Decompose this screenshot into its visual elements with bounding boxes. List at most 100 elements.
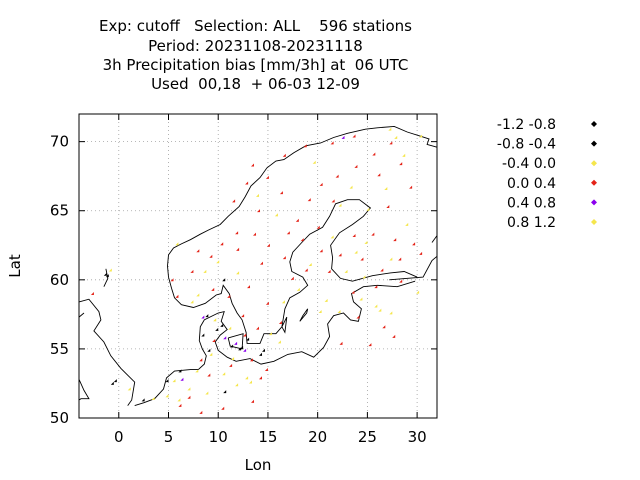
station-point-series-4 [201,315,205,319]
station-point-series-2 [344,269,348,273]
station-point-series-2 [151,397,155,401]
station-point-series-3 [327,269,331,273]
station-point-series-3 [220,242,224,246]
station-point-series-2 [195,369,199,373]
station-point-series-3 [259,376,263,380]
x-axis-label: Lon [245,456,272,474]
station-point-series-5 [277,340,281,344]
station-point-series-1 [105,274,109,278]
station-point-series-2 [187,387,191,391]
station-point-series-3 [245,181,249,185]
station-point-series-2 [274,213,278,217]
station-point-series-3 [229,363,233,367]
station-point-series-3 [319,182,323,186]
station-point-series-3 [253,232,257,236]
station-point-series-1 [178,369,182,373]
station-point-series-3 [264,368,268,372]
station-point-series-3 [331,199,335,203]
station-point-series-3 [232,199,236,203]
station-point-series-3 [265,301,269,305]
station-point-series-2 [127,387,131,391]
station-points [90,127,423,414]
station-point-series-3 [212,339,216,343]
y-axis-ticks: 50 55 60 65 70 [50,133,437,427]
station-point-series-2 [281,300,285,304]
coastline-segment [299,308,309,322]
station-point-series-5 [402,153,406,157]
x-tick-label: 30 [408,428,427,446]
legend-marker [591,140,597,147]
x-tick-label: 25 [358,428,377,446]
station-point-series-2 [228,326,232,330]
station-point-series-2 [213,318,217,322]
station-point-series-3 [354,164,358,168]
station-point-series-1 [246,337,250,341]
station-point-series-3 [241,314,245,318]
coastline-segment [78,312,85,318]
station-point-series-3 [279,191,283,195]
station-point-series-2 [337,310,341,314]
station-point-series-2 [235,383,239,387]
station-point-series-2 [419,134,423,138]
station-point-series-2 [165,394,169,398]
station-point-series-3 [316,225,320,229]
station-point-series-1 [113,379,117,383]
legend-label: 0.4 0.8 [507,195,556,211]
station-point-series-2 [359,297,363,301]
station-point-series-5 [209,352,213,356]
station-point-series-5 [196,293,200,297]
station-point-series-3 [187,395,191,399]
legend-marker [591,179,597,186]
station-point-series-2 [308,263,312,267]
station-point-series-3 [251,399,255,403]
x-tick-label: 10 [209,428,228,446]
station-point-series-2 [236,271,240,275]
coastline-segment [389,255,438,281]
x-axis-ticks: 0 5 10 15 20 25 30 [114,114,427,446]
station-point-series-2 [389,311,393,315]
station-point-series-3 [392,334,396,338]
station-point-series-0 [103,272,107,276]
coastline-segment [227,333,244,350]
station-point-series-3 [352,234,356,238]
station-point-series-3 [338,253,342,257]
station-point-series-3 [389,141,393,145]
station-point-series-2 [354,250,358,254]
legend-marker [591,199,597,206]
station-point-series-3 [207,373,211,377]
station-point-series-3 [319,249,323,253]
station-point-series-3 [377,173,381,177]
station-point-series-3 [380,268,384,272]
station-point-series-3 [190,269,194,273]
legend: -1.2 -0.8 -0.8 -0.4 -0.4 0.0 0.0 0.4 0.4 0.8… [497,117,597,231]
station-point-series-3 [393,238,397,242]
station-point-series-2 [312,160,316,164]
x-tick-label: 15 [258,428,277,446]
station-point-series-2 [296,287,300,291]
station-point-series-3 [221,406,225,410]
station-point-series-3 [371,232,375,236]
legend-label: 0.0 0.4 [507,176,556,192]
station-point-series-3 [382,325,386,329]
station-point-series-2 [318,310,322,314]
station-point-series-2 [405,222,409,226]
station-point-series-3 [250,358,254,362]
station-point-series-2 [222,372,226,376]
station-point-series-1 [259,352,263,356]
coastline-segment [78,298,136,406]
station-point-series-3 [419,251,423,255]
station-point-series-3 [409,185,413,189]
station-point-series-3 [90,292,94,296]
legend-marker [591,219,597,225]
station-point-series-3 [278,321,282,325]
legend-label: -1.2 -0.8 [497,117,556,133]
legend-label: 0.8 1.2 [507,215,556,231]
coastline-map [78,125,438,407]
y-tick-label: 70 [50,133,69,151]
station-point-series-2 [330,235,334,239]
station-point-series-2 [416,290,420,294]
station-point-series-0 [220,323,224,327]
title-line-2: Period: 20231108-20231118 [148,37,363,55]
